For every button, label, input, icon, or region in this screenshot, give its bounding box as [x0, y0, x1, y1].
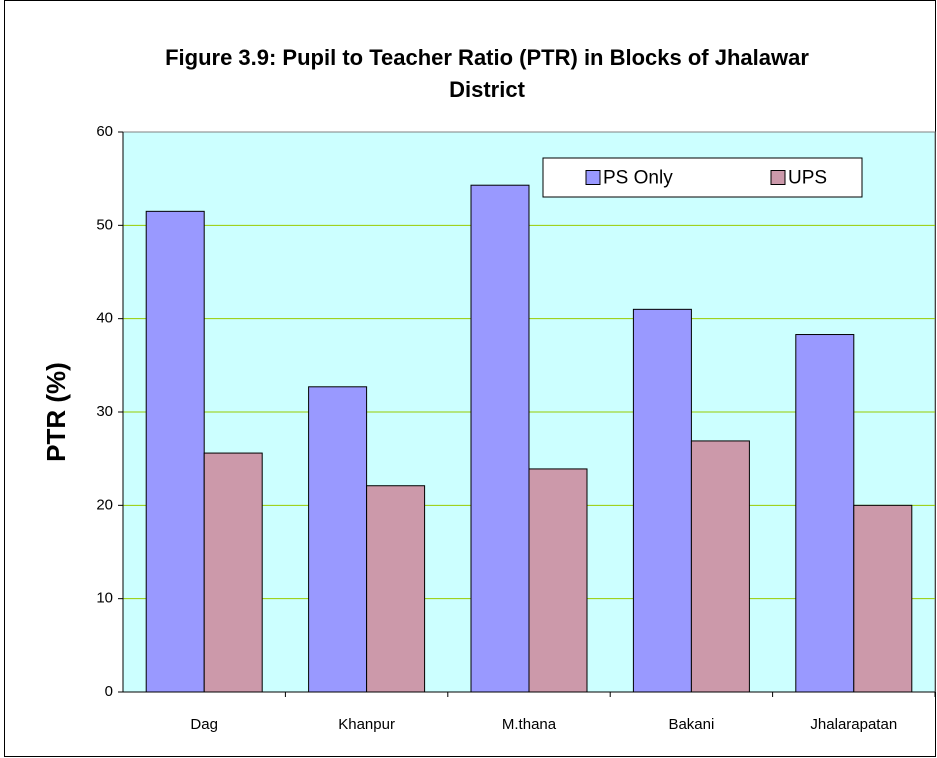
- y-tick-label: 30: [96, 403, 113, 420]
- bar: [308, 386, 368, 693]
- legend-label: PS Only: [603, 168, 673, 189]
- y-tick-label: 50: [96, 216, 113, 233]
- x-tick-label: Jhalarapatan: [810, 716, 897, 733]
- bar: [366, 485, 426, 693]
- bar: [470, 184, 530, 693]
- legend-swatch: [585, 170, 601, 185]
- y-tick-label: 20: [96, 496, 113, 513]
- bar: [690, 440, 750, 693]
- x-tick-label: M.thana: [502, 716, 557, 733]
- bar: [853, 504, 913, 693]
- legend-label: UPS: [788, 168, 827, 189]
- bar: [795, 334, 855, 693]
- y-tick-label: 40: [96, 310, 113, 327]
- x-tick-label: Dag: [190, 716, 218, 733]
- y-axis-label: PTR (%): [41, 362, 71, 462]
- bar: [203, 452, 263, 693]
- x-tick-label: Khanpur: [338, 716, 395, 733]
- bar: [528, 468, 588, 693]
- chart-title: Figure 3.9: Pupil to Teacher Ratio (PTR)…: [165, 45, 809, 102]
- legend-swatch: [770, 170, 786, 185]
- bar: [145, 210, 205, 693]
- y-tick-label: 10: [96, 590, 113, 607]
- y-tick-label: 0: [105, 683, 113, 700]
- x-tick-label: Bakani: [668, 716, 714, 733]
- y-tick-label: 60: [96, 123, 113, 140]
- bar: [632, 308, 692, 693]
